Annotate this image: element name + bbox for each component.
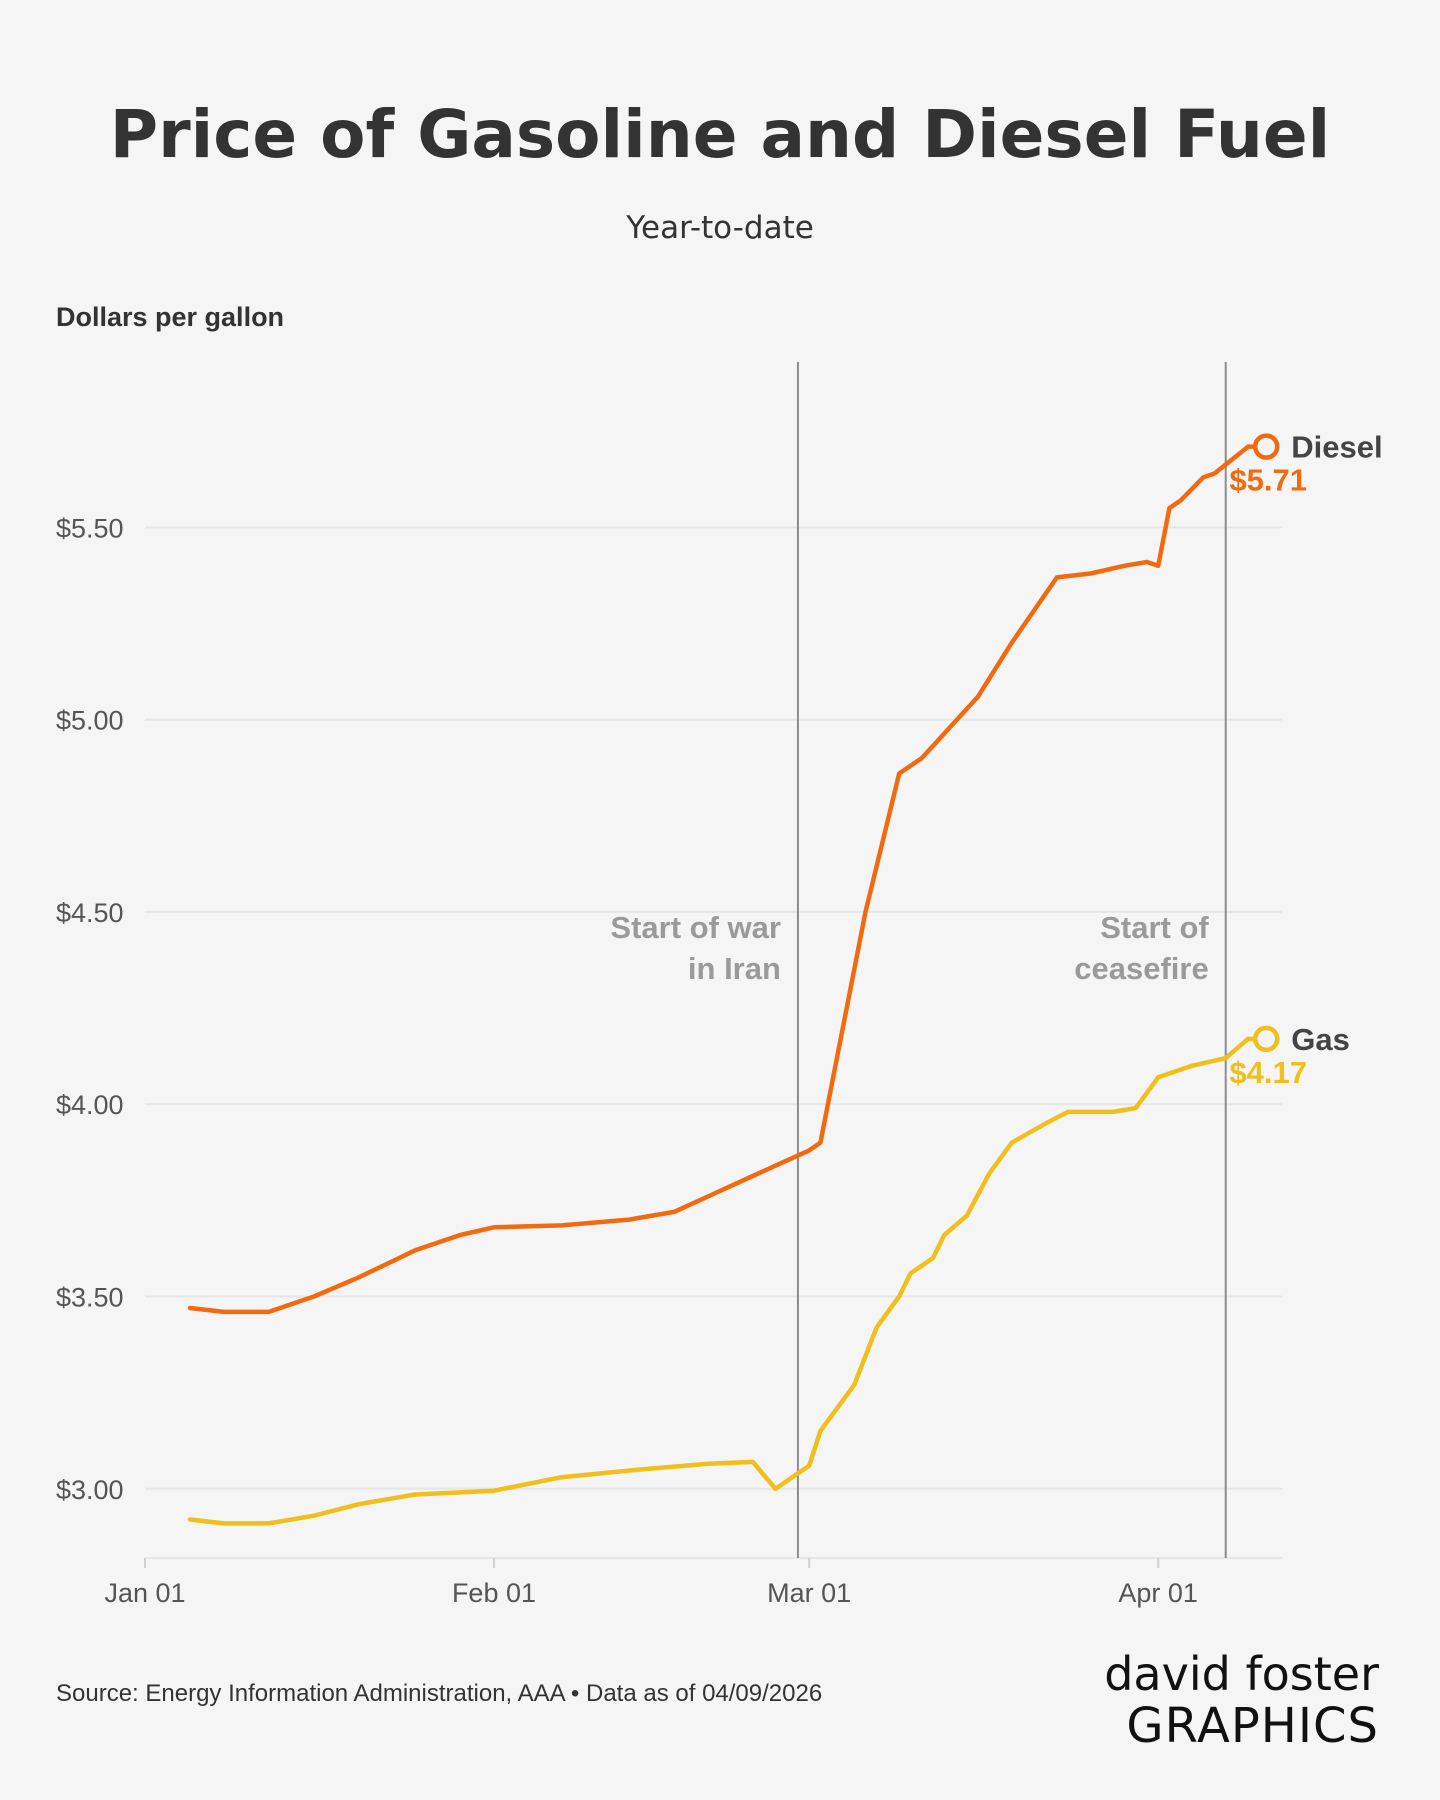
- event-label-line: Start of war: [610, 910, 781, 945]
- event-label-line: in Iran: [688, 951, 781, 986]
- brand-logo: david foster GRAPHICS: [1104, 1647, 1379, 1754]
- chart-subtitle: Year-to-date: [625, 210, 814, 246]
- series-name-label: Diesel: [1291, 430, 1382, 465]
- series-line: [187, 1036, 1251, 1526]
- y-tick-label: $4.50: [56, 898, 124, 928]
- x-tick-label: Mar 01: [767, 1578, 851, 1608]
- event-label: Start of ceasefire: [1074, 910, 1209, 986]
- series-end-marker: [1252, 1025, 1280, 1053]
- y-tick-label: $4.00: [56, 1090, 124, 1120]
- series-line: [187, 444, 1251, 1315]
- brand-line-2: GRAPHICS: [1126, 1698, 1379, 1754]
- event-label: Start of war in Iran: [610, 910, 781, 986]
- gridlines: $3.00 $3.50 $4.00 $4.50 $5.00 $5.50: [56, 513, 1282, 1505]
- y-tick-label: $3.50: [56, 1282, 124, 1312]
- series-end-value: $5.71: [1229, 463, 1307, 498]
- x-axis: Jan 01 Feb 01 Mar 01 Apr 01: [104, 1557, 1282, 1608]
- chart-title: Price of Gasoline and Diesel Fuel: [110, 96, 1330, 173]
- event-label-line: Start of: [1100, 910, 1209, 945]
- event-label-line: ceasefire: [1074, 951, 1208, 986]
- y-tick-label: $5.50: [56, 513, 124, 543]
- series-end-value: $4.17: [1229, 1055, 1307, 1090]
- y-tick-label: $5.00: [56, 706, 124, 736]
- brand-line-1: david foster: [1104, 1647, 1379, 1701]
- source-note: Source: Energy Information Administratio…: [56, 1680, 822, 1707]
- x-tick-label: Feb 01: [452, 1578, 536, 1608]
- y-axis-label: Dollars per gallon: [56, 302, 284, 332]
- x-tick-label: Apr 01: [1118, 1578, 1198, 1608]
- event-markers: Start of war in Iran Start of ceasefire: [610, 362, 1227, 1558]
- y-tick-label: $3.00: [56, 1475, 124, 1505]
- x-tick-label: Jan 01: [104, 1578, 185, 1608]
- series: Diesel$5.71 Gas$4.17: [187, 430, 1383, 1526]
- series-end-marker: [1252, 433, 1280, 460]
- series-name-label: Gas: [1291, 1022, 1350, 1057]
